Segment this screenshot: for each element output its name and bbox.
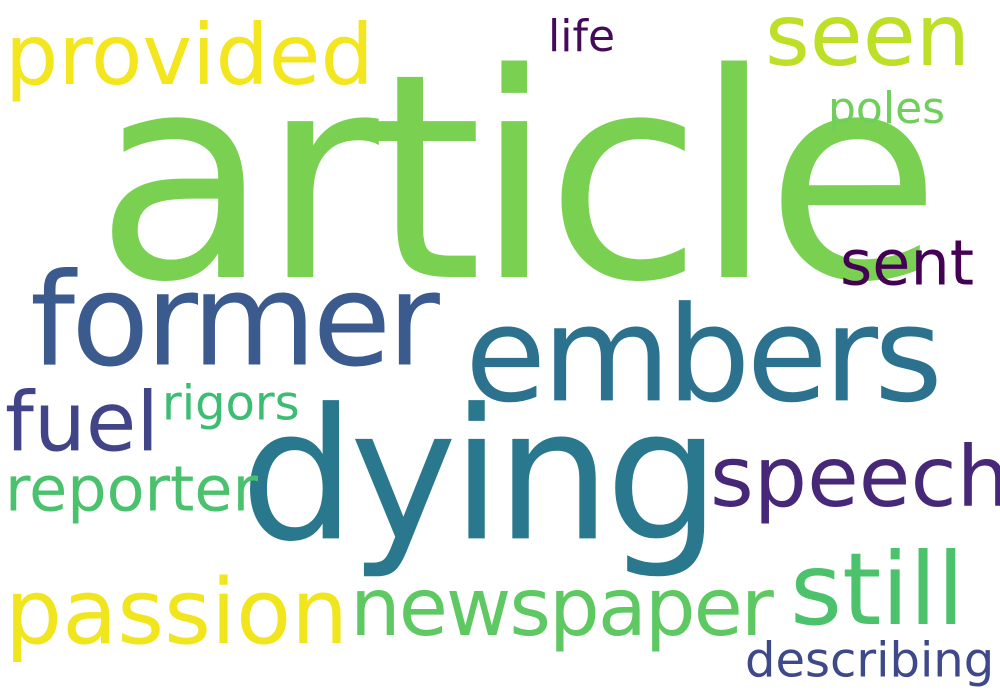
word-article: article xyxy=(95,13,941,345)
word-passion: passion xyxy=(5,560,349,665)
word-life: life xyxy=(548,10,616,62)
word-newspaper: newspaper xyxy=(350,561,774,654)
word-seen: seen xyxy=(765,0,971,87)
word-embers: embers xyxy=(465,278,943,433)
word-former: former xyxy=(30,246,440,396)
word-dying: dying xyxy=(240,369,721,582)
word-speech: speech xyxy=(710,427,1000,526)
word-describing: describing xyxy=(745,632,995,689)
word-rigors: rigors xyxy=(162,375,300,432)
word-sent: sent xyxy=(840,226,975,300)
word-reporter: reporter xyxy=(5,452,258,526)
word-still: still xyxy=(790,531,965,648)
word-poles: poles xyxy=(828,82,946,134)
word-fuel: fuel xyxy=(5,375,160,471)
word-provided: provided xyxy=(5,5,374,104)
